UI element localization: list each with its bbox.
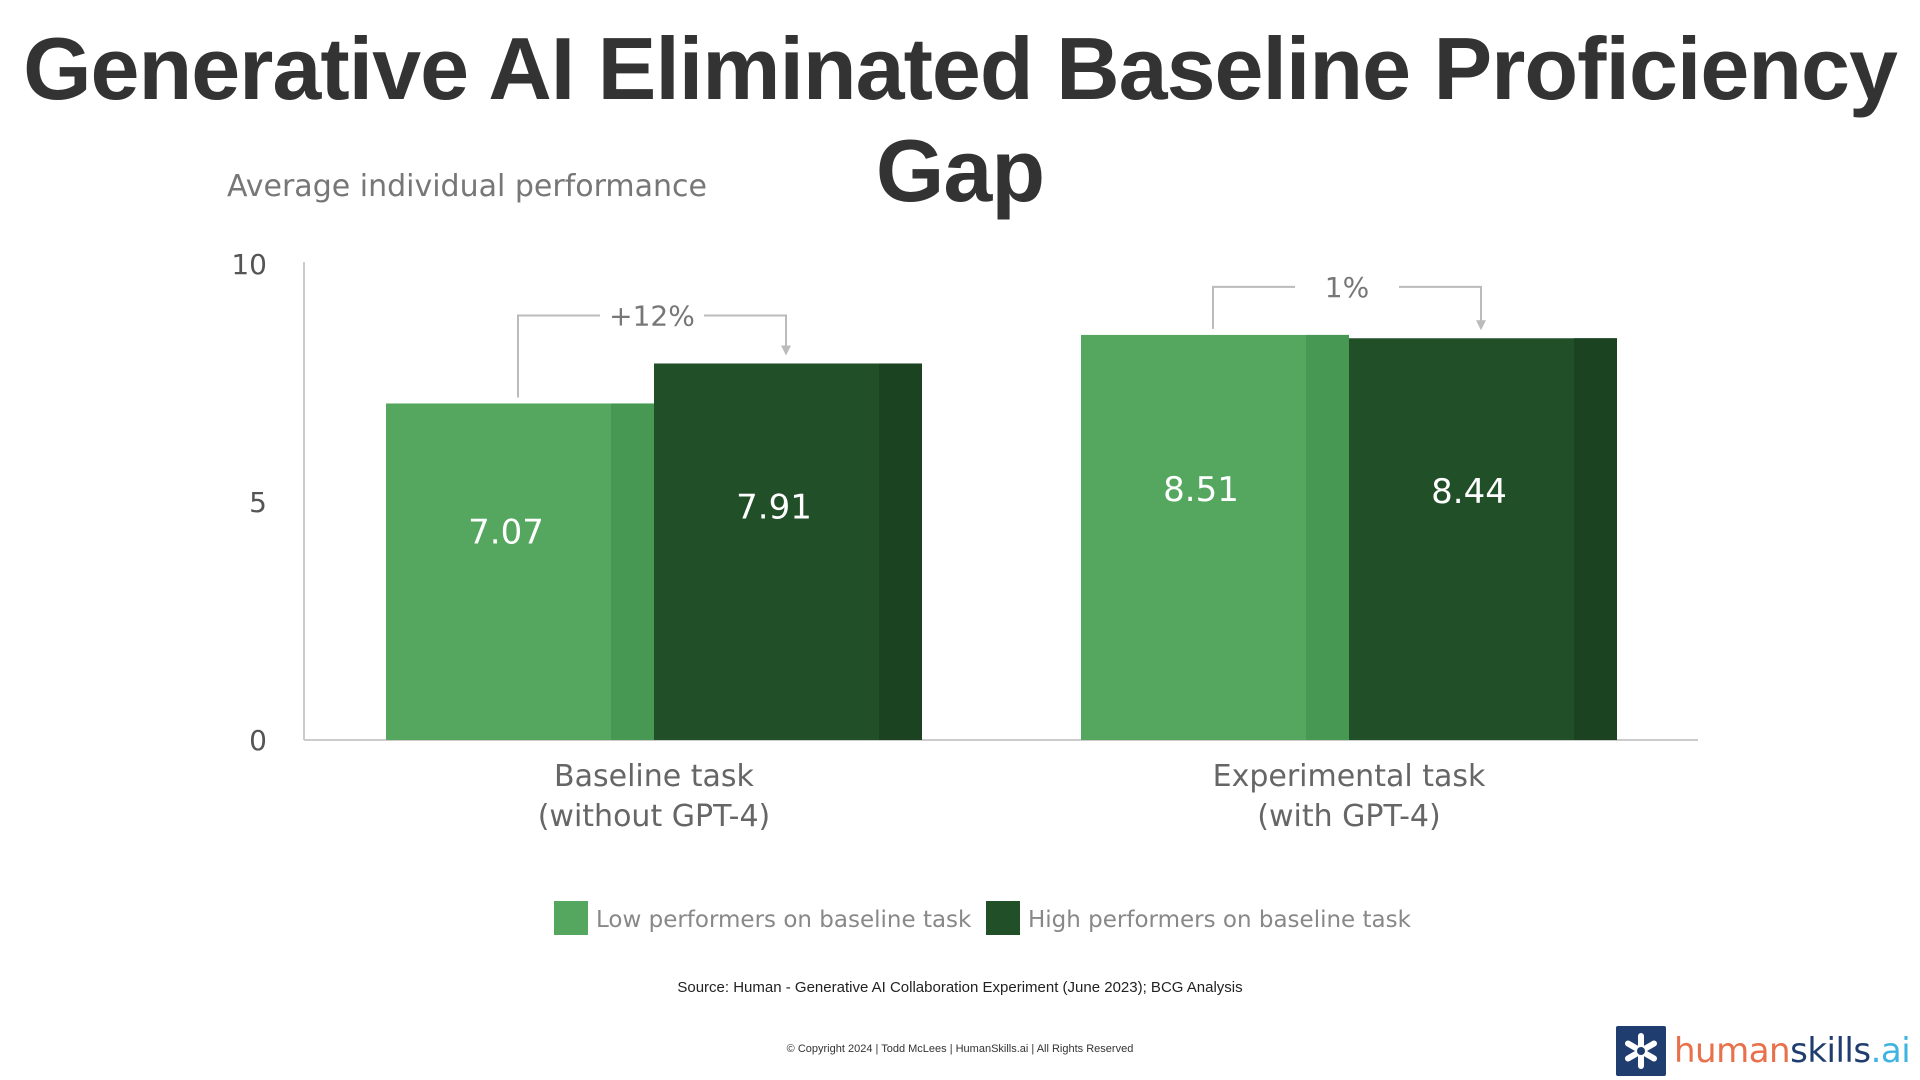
legend-swatch bbox=[986, 901, 1020, 935]
bar bbox=[1081, 334, 1349, 740]
difference-annotation: +12% bbox=[609, 299, 695, 332]
bracket-line bbox=[1212, 285, 1295, 329]
humanskills-logo: humanskills.ai bbox=[1616, 1026, 1911, 1076]
bar-shade bbox=[611, 403, 654, 740]
y-tick-label: 10 bbox=[231, 248, 267, 281]
logo-wordmark: humanskills.ai bbox=[1674, 1031, 1911, 1071]
copyright-note: © Copyright 2024 | Todd McLees | HumanSk… bbox=[786, 1043, 1134, 1055]
difference-annotation: 1% bbox=[1325, 271, 1369, 304]
bar-value-label: 7.07 bbox=[468, 512, 544, 552]
legend-swatch bbox=[554, 901, 588, 935]
source-note: Source: Human - Generative AI Collaborat… bbox=[677, 979, 1243, 996]
bar-value-label: 7.91 bbox=[736, 488, 812, 528]
chart-marks: 10 5 0 7.07 7.91 Baseline task (without GPT-4)… bbox=[231, 248, 1698, 935]
bar bbox=[654, 363, 922, 740]
bracket-line bbox=[517, 314, 600, 398]
x-category-label: (with GPT-4) bbox=[1257, 799, 1440, 834]
logo-ai: .ai bbox=[1870, 1031, 1911, 1071]
bar-shade bbox=[1306, 334, 1349, 740]
bar-shade bbox=[879, 363, 922, 740]
arrow-head bbox=[1476, 320, 1486, 331]
bracket-line bbox=[704, 314, 787, 348]
asterisk-icon bbox=[1616, 1026, 1666, 1076]
page-title: Generative AI Eliminated Baseline Profic… bbox=[23, 19, 1898, 220]
bracket-line bbox=[1399, 285, 1482, 323]
x-category-label: Baseline task bbox=[554, 759, 755, 794]
arrow-head bbox=[781, 345, 791, 356]
bar-value-label: 8.51 bbox=[1163, 470, 1239, 510]
bar-shade bbox=[1574, 338, 1617, 740]
x-category-label: (without GPT-4) bbox=[538, 799, 771, 834]
x-category-label: Experimental task bbox=[1213, 759, 1486, 794]
legend-label: High performers on baseline task bbox=[1028, 907, 1412, 933]
logo-human: human bbox=[1674, 1031, 1791, 1071]
y-tick-label: 0 bbox=[249, 724, 267, 757]
bar bbox=[1349, 338, 1617, 740]
y-tick-label: 5 bbox=[249, 486, 267, 519]
logo-skills: skills bbox=[1790, 1031, 1871, 1071]
y-axis-title: Average individual performance bbox=[227, 169, 707, 204]
bar-value-label: 8.44 bbox=[1431, 472, 1507, 512]
bar bbox=[386, 403, 654, 740]
legend-label: Low performers on baseline task bbox=[596, 907, 972, 933]
